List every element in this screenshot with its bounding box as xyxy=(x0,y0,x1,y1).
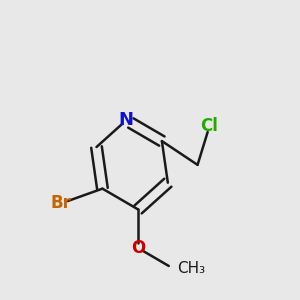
Text: CH₃: CH₃ xyxy=(177,261,205,276)
Text: N: N xyxy=(119,111,134,129)
Text: Cl: Cl xyxy=(200,117,218,135)
Text: O: O xyxy=(131,239,145,257)
Text: Br: Br xyxy=(50,194,71,212)
